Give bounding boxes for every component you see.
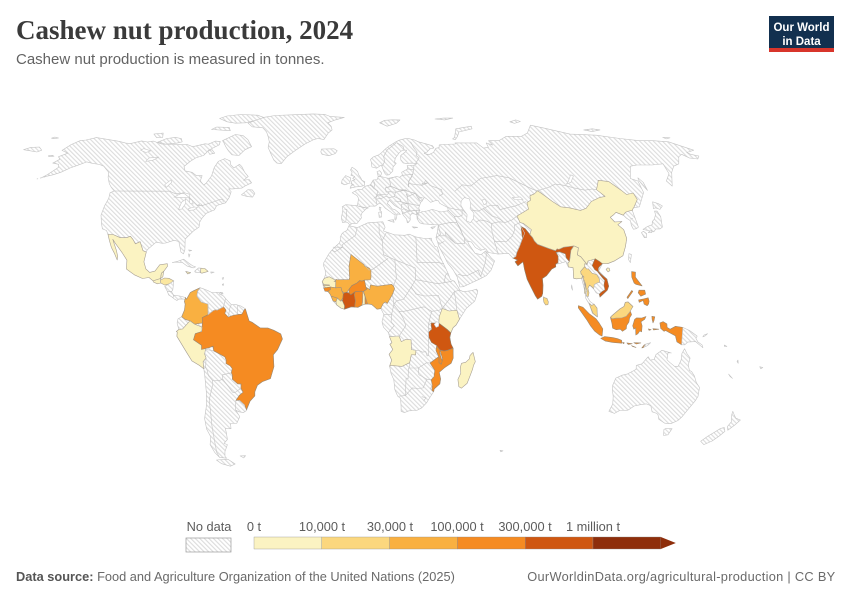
svg-text:1 million t: 1 million t (566, 519, 620, 534)
svg-text:300,000 t: 300,000 t (498, 519, 552, 534)
svg-text:No data: No data (187, 519, 233, 534)
svg-text:100,000 t: 100,000 t (430, 519, 484, 534)
svg-text:0 t: 0 t (247, 519, 262, 534)
svg-text:30,000 t: 30,000 t (367, 519, 414, 534)
svg-text:10,000 t: 10,000 t (299, 519, 346, 534)
